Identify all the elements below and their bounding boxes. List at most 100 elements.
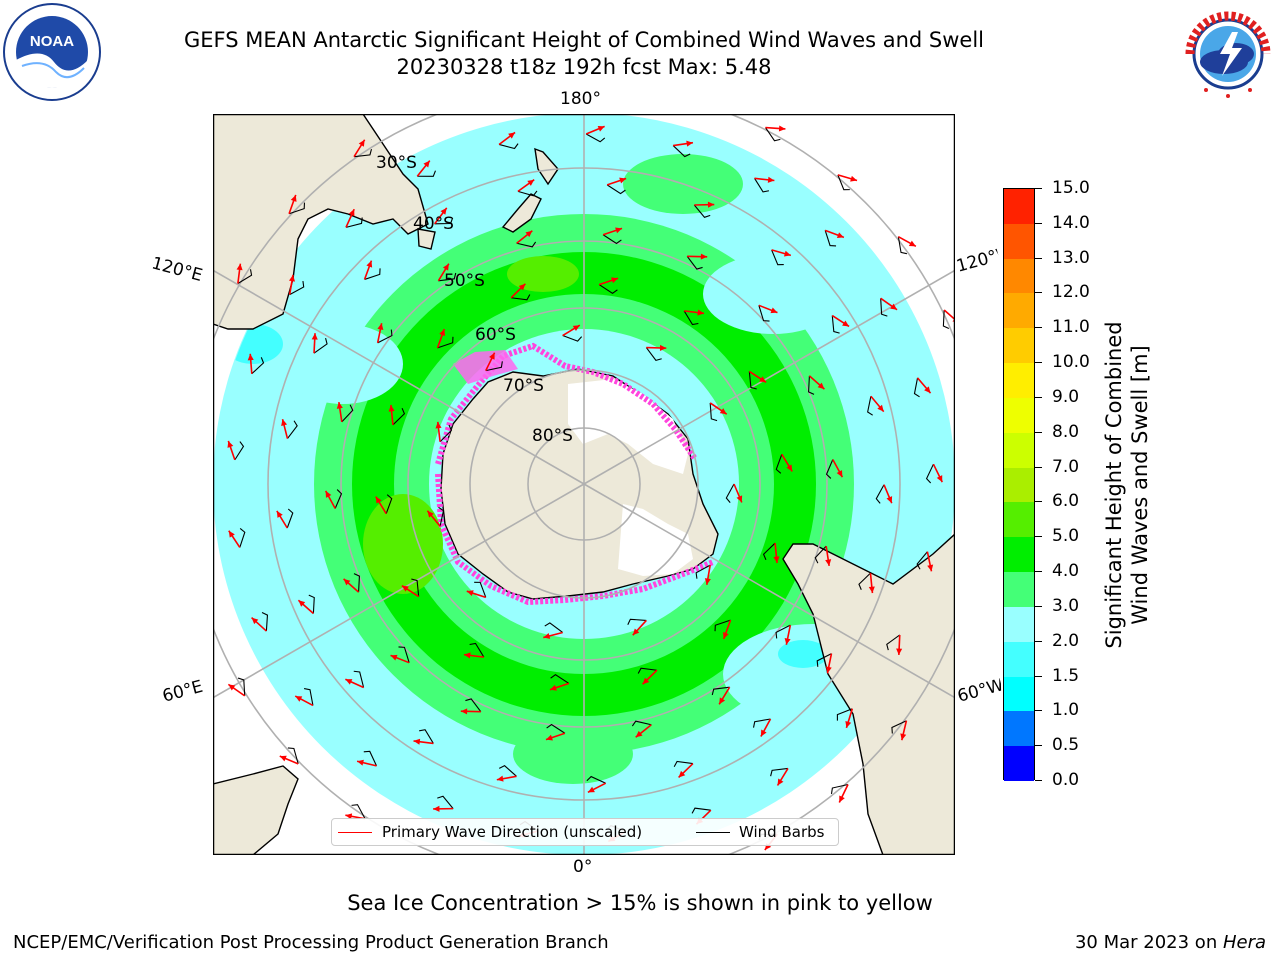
wave-arrow-head	[850, 175, 858, 182]
colorbar-label-line2: Wind Waves and Swell [m]	[1128, 345, 1152, 625]
wave-arrow-head	[518, 283, 526, 291]
colorbar-tick-label: 1.0	[1052, 700, 1080, 721]
wind-barb	[837, 174, 850, 191]
colorbar-tick-mark	[1035, 292, 1042, 294]
wave-arrow-head	[375, 496, 382, 504]
wave-direction-arrows	[227, 125, 955, 851]
wave-arrow-head	[773, 556, 780, 564]
nws-logo	[1178, 4, 1278, 104]
wind-barb	[585, 133, 606, 143]
colorbar-tick-mark	[1035, 501, 1042, 503]
colorbar-label-line1: Significant Height of Combined	[1102, 321, 1126, 649]
ice-sheet	[568, 379, 693, 576]
wave-arrow-head	[466, 590, 474, 597]
wave-arrow-head	[440, 207, 447, 215]
wave-arrow-head	[348, 209, 355, 217]
wave-arrow-head	[597, 125, 605, 132]
wave-arrow-head	[508, 132, 516, 139]
wind-barb	[771, 249, 784, 266]
wave-arrow-head	[247, 353, 254, 361]
wave-arrow-head	[908, 240, 916, 247]
wind-barb	[602, 234, 622, 245]
wave-arrow-head	[423, 160, 430, 168]
wave-arrow-head	[784, 637, 791, 645]
wind-barb	[752, 718, 771, 728]
colorbar-tick-label: 8.0	[1052, 421, 1080, 442]
wind-barb	[287, 747, 299, 765]
colorbar-segment	[1004, 293, 1034, 329]
colorbar-segment	[1004, 606, 1034, 642]
sea-ice-patch	[453, 350, 518, 384]
colorbar-segment	[1004, 189, 1034, 224]
wave-arrow-head	[427, 510, 434, 518]
colorbar-segment	[1004, 328, 1034, 364]
wave-arrow-head	[549, 684, 557, 691]
wind-barb	[546, 723, 566, 734]
wind-barb	[289, 280, 305, 296]
wind-barb	[398, 646, 410, 663]
wave-arrow-head	[719, 697, 726, 705]
colorbar-segment	[1004, 397, 1034, 433]
wave-arrow-head	[390, 654, 398, 661]
wave-arrow-head	[442, 263, 449, 271]
wind-barb	[313, 337, 328, 354]
chart-title: GEFS MEAN Antarctic Significant Height o…	[183, 28, 985, 52]
wave-arrow-head	[767, 176, 775, 183]
colorbar-tick-label: 15.0	[1052, 178, 1090, 198]
wave-arrow-head	[251, 617, 259, 625]
wave-arrow-head	[845, 720, 852, 728]
wave-arrow-head	[276, 510, 283, 518]
wind-barb	[942, 310, 950, 329]
wind-barb	[341, 404, 354, 423]
colorbar-tick-label: 10.0	[1052, 352, 1090, 373]
wind-barb	[562, 335, 583, 342]
wave-arrow-head	[435, 421, 442, 429]
wind-barb	[308, 594, 315, 614]
colorbar-tick-mark	[1035, 188, 1042, 189]
wind-barb	[511, 294, 531, 301]
colorbar-tick-mark	[1035, 396, 1042, 398]
colorbar-tick-mark	[1035, 571, 1042, 573]
wind-barb	[754, 178, 770, 193]
wave-arrow-head	[543, 633, 551, 639]
wave-arrow-head	[228, 684, 236, 691]
wind-barb	[875, 484, 885, 504]
wind-barb	[351, 804, 366, 820]
wind-barb	[765, 127, 781, 142]
wind-barb	[363, 750, 378, 767]
wind-barb	[748, 371, 757, 390]
wave-arrow-head	[527, 179, 535, 186]
wave-arrow-head	[886, 496, 893, 504]
colorbar-tick-label: 12.0	[1052, 282, 1090, 303]
wind-barb	[683, 310, 699, 326]
wave-arrow-head	[464, 652, 471, 659]
colorbar-tick-mark	[1035, 327, 1042, 329]
lon-label-120e: 120°E	[149, 253, 205, 287]
wave-arrow-head	[924, 386, 931, 394]
wind-barb	[831, 315, 840, 334]
wind-barb	[775, 624, 791, 639]
wind-barb	[725, 483, 735, 503]
wind-barb	[691, 807, 711, 814]
wind-barb	[334, 489, 343, 509]
wave-arrow-head	[707, 201, 715, 208]
wave-arrow-head	[460, 708, 468, 715]
wind-barb	[485, 361, 503, 372]
wind-barb	[411, 578, 420, 597]
footer-host: Hera	[1222, 932, 1266, 953]
wind-barb	[345, 217, 363, 228]
colorbar-segment	[1004, 363, 1034, 398]
wind-barb	[419, 729, 434, 744]
legend-wave-direction: Primary Wave Direction (unscaled)	[382, 823, 643, 841]
wave-arrow-head	[632, 628, 640, 636]
colorbar-segment	[1004, 223, 1034, 259]
colorbar-tick-label: 9.0	[1052, 386, 1080, 407]
wave-arrow-head	[868, 586, 875, 594]
wave-arrow-head	[678, 770, 686, 778]
forecast-subtitle: 20230328 t18z 192h fcst Max: 5.48	[396, 55, 772, 79]
wind-barb	[437, 795, 454, 809]
wave-arrow-head	[439, 329, 446, 337]
wind-barb	[353, 573, 360, 593]
wave-arrow-head	[704, 578, 711, 585]
wind-barb	[544, 622, 563, 633]
